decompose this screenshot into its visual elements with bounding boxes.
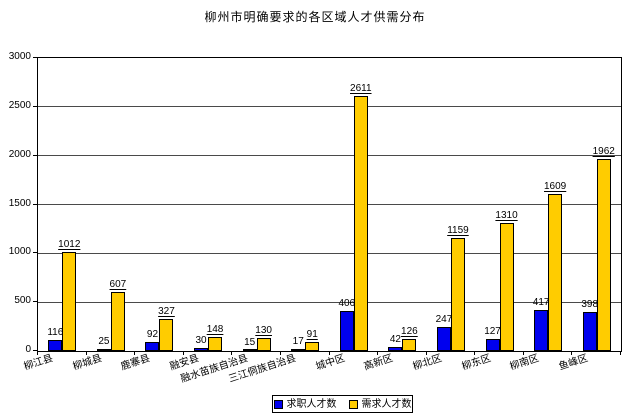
x-axis-tick (474, 351, 476, 355)
bar-value-label: 1012 (58, 239, 81, 250)
y-axis-tick-label: 500 (14, 295, 31, 307)
x-axis-label: 柳北区 (411, 353, 444, 373)
bar-value-label: 1962 (592, 146, 615, 157)
bar-value-label: 42 (389, 334, 401, 345)
bar-job-seekers (436, 327, 451, 351)
x-axis-label: 柳东区 (460, 353, 492, 373)
plot-area: 116 1012 25 607 92 327 30 148 15 130 17 91 406 2611 42… (37, 57, 622, 352)
bar-value-label: 398 (581, 299, 599, 310)
chart-title: 柳州市明确要求的各区域人才供需分布 (204, 10, 426, 24)
y-axis-tick (33, 154, 38, 156)
bar-value-label: 116 (47, 327, 64, 338)
y-axis-tick-label: 1500 (8, 197, 31, 209)
bar-job-seekers (145, 342, 160, 351)
y-axis-tick (33, 203, 38, 205)
bar-demand (110, 292, 125, 351)
gridline (38, 106, 621, 108)
y-axis-tick (33, 252, 38, 254)
legend: 求职人才数 需求人才数 (272, 395, 413, 413)
bar-value-label: 1159 (447, 225, 469, 236)
bar-value-label: 2611 (350, 83, 372, 94)
x-axis-tick (279, 351, 281, 355)
x-axis-tick (231, 351, 233, 355)
bar-demand (62, 252, 77, 351)
y-axis-tick-label: 1000 (8, 246, 31, 258)
legend-item: 需求人才数 (348, 398, 412, 410)
bar-job-seekers (339, 311, 354, 351)
legend-label: 求职人才数 (286, 398, 337, 410)
bar-value-label: 126 (401, 326, 418, 337)
bar-value-label: 607 (109, 279, 127, 290)
bar-job-seekers (582, 312, 597, 351)
y-axis-tick (33, 57, 38, 58)
x-axis-label: 城中区 (314, 353, 347, 373)
legend-swatch-icon (348, 399, 358, 409)
legend-label: 需求人才数 (361, 398, 412, 410)
bar-demand (256, 338, 271, 351)
x-axis-tick (522, 351, 524, 355)
bar-demand (548, 194, 563, 351)
bar-demand (353, 96, 368, 351)
bar-job-seekers (194, 348, 209, 351)
bar-value-label: 17 (292, 336, 304, 347)
x-axis-label: 鱼峰区 (557, 353, 590, 373)
y-axis-tick (33, 105, 38, 107)
x-axis-tick (377, 351, 379, 355)
x-axis-label: 鹿寨县 (119, 353, 152, 373)
bar-demand (159, 319, 174, 351)
bar-value-label: 406 (338, 298, 356, 309)
bar-demand (208, 337, 223, 351)
y-axis-tick-label: 2000 (8, 148, 31, 160)
y-axis-tick-label: 3000 (8, 51, 31, 62)
bar-demand (596, 159, 611, 351)
legend-item: 求职人才数 (273, 398, 337, 410)
bar-value-label: 130 (255, 325, 272, 336)
x-axis-label: 柳城县 (71, 353, 104, 373)
bar-value-label: 417 (532, 297, 550, 308)
bar-value-label: 25 (98, 336, 110, 347)
x-axis-tick (37, 351, 38, 355)
x-axis-tick (328, 351, 330, 355)
bar-value-label: 15 (244, 337, 256, 348)
x-axis-tick (425, 351, 427, 355)
bar-value-label: 91 (306, 329, 318, 340)
gridline (38, 155, 621, 157)
y-axis-tick (33, 350, 38, 351)
x-axis-tick (85, 351, 87, 355)
x-axis-label: 高新区 (362, 353, 395, 373)
gridline (38, 301, 621, 303)
bar-value-label: 247 (435, 314, 453, 325)
bar-job-seekers (48, 340, 63, 351)
bar-value-label: 30 (195, 335, 207, 346)
bar-job-seekers (96, 349, 111, 351)
y-axis-tick (33, 301, 38, 303)
bar-job-seekers (485, 339, 500, 351)
x-axis-tick (182, 351, 184, 355)
bar-demand (402, 339, 417, 351)
y-axis-tick-label: 0 (25, 344, 31, 355)
bar-demand (499, 223, 514, 351)
bar-job-seekers (534, 310, 549, 351)
legend-swatch-icon (273, 399, 283, 409)
bar-demand (450, 238, 465, 351)
x-axis-tick (571, 351, 573, 355)
y-axis-tick-label: 2500 (8, 99, 31, 111)
bar-job-seekers (291, 349, 306, 351)
bar-job-seekers (242, 349, 257, 351)
x-axis-label: 柳南区 (508, 353, 541, 373)
bar-value-label: 1609 (544, 181, 567, 192)
bar-value-label: 1310 (495, 210, 518, 221)
bar-demand (305, 342, 320, 351)
bar-value-label: 327 (158, 306, 175, 317)
x-axis-tick (134, 351, 136, 355)
bar-value-label: 127 (484, 326, 501, 337)
bar-job-seekers (388, 347, 403, 351)
bar-value-label: 92 (146, 329, 159, 340)
bar-value-label: 148 (206, 324, 224, 335)
x-axis-tick (620, 351, 621, 355)
gridline (38, 252, 621, 254)
gridline (38, 204, 621, 205)
